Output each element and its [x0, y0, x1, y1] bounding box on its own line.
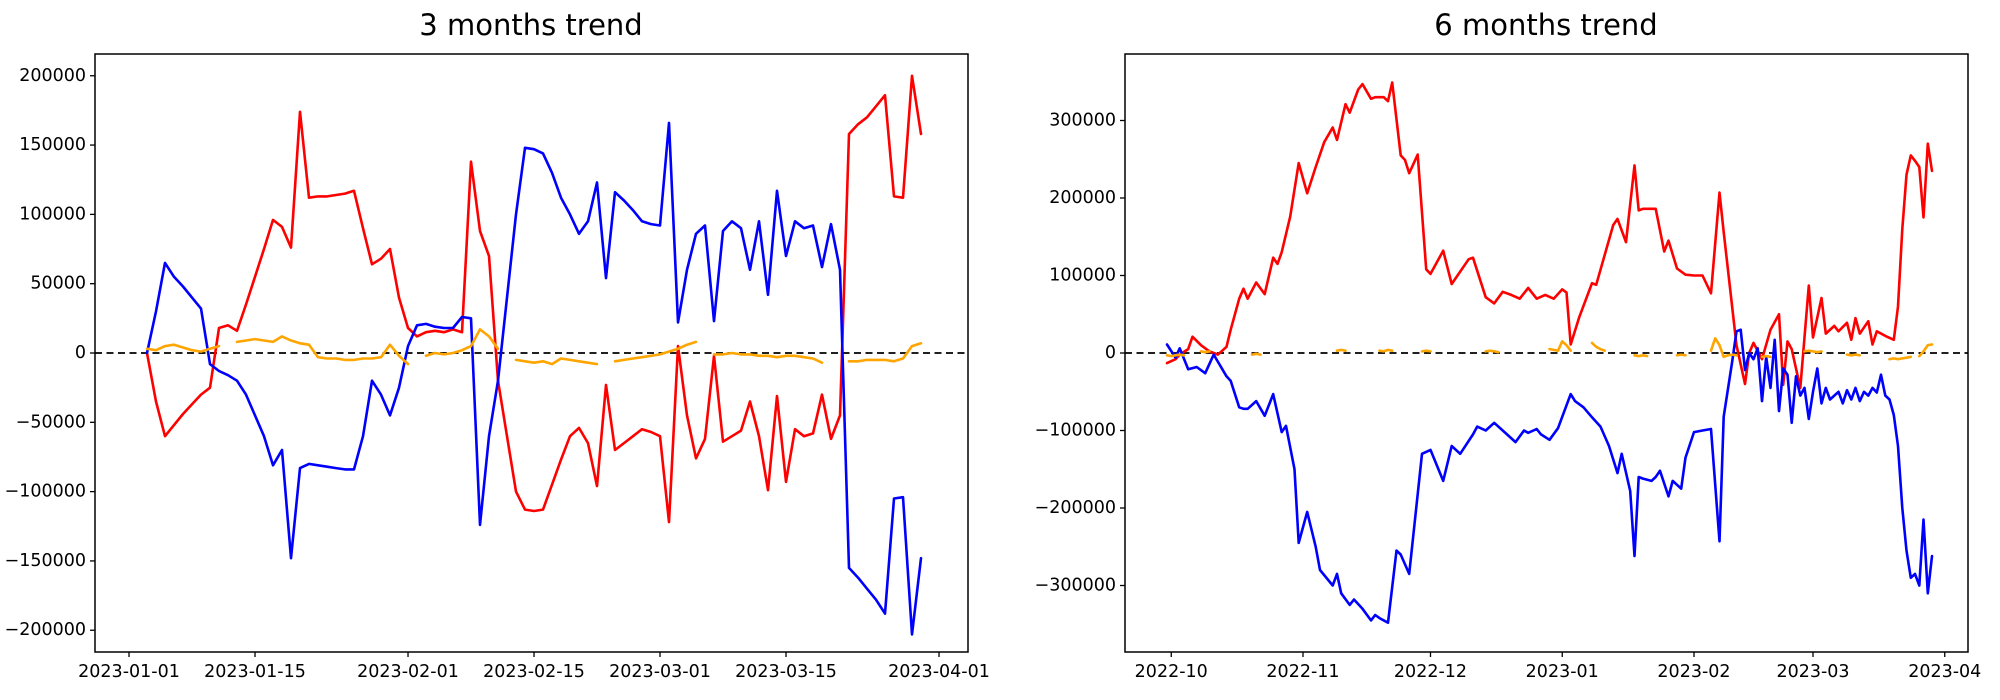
x-tick-label: 2023-04-01	[888, 662, 990, 682]
line-series-orange	[1165, 337, 1934, 361]
y-tick-label: 300000	[1049, 110, 1116, 130]
x-tick-label: 2023-02-01	[357, 662, 459, 682]
x-tick-label: 2022-10	[1135, 662, 1208, 682]
x-tick-label: 2022-12	[1394, 662, 1467, 682]
y-tick-label: 100000	[1049, 265, 1116, 285]
y-tick-label: 0	[1105, 343, 1116, 363]
x-tick-label: 2023-01	[1526, 662, 1599, 682]
x-tick-label: 2023-03-01	[609, 662, 711, 682]
line-series-blue	[145, 121, 923, 636]
y-tick-label: 100000	[19, 204, 86, 224]
line-series-red	[145, 74, 923, 524]
y-tick-label: −200000	[5, 620, 86, 640]
chart-title-3-months: 3 months trend	[419, 8, 643, 42]
chart-title-6-months: 6 months trend	[1434, 8, 1658, 42]
x-tick-label: 2023-02	[1657, 662, 1730, 682]
line-series-blue	[1165, 328, 1934, 624]
y-tick-label: −100000	[5, 482, 86, 502]
y-tick-label: −150000	[5, 551, 86, 571]
x-tick-label: 2023-03	[1776, 662, 1849, 682]
y-tick-label: −300000	[1035, 576, 1116, 596]
line-series-orange	[145, 328, 923, 366]
y-tick-label: −50000	[16, 412, 86, 432]
line-series-red	[1165, 81, 1934, 390]
x-tick-label: 2023-03-15	[735, 662, 837, 682]
plot-spines	[94, 53, 969, 653]
x-tick-label: 2023-04	[1908, 662, 1981, 682]
y-tick-label: −100000	[1035, 421, 1116, 441]
x-tick-label: 2023-02-15	[483, 662, 585, 682]
y-tick-label: 150000	[19, 135, 86, 155]
x-tick-label: 2023-01-15	[204, 662, 306, 682]
y-tick-label: 0	[75, 343, 86, 363]
y-tick-label: 200000	[1049, 188, 1116, 208]
y-tick-label: 50000	[30, 274, 86, 294]
y-tick-label: 200000	[19, 66, 86, 86]
x-tick-label: 2023-01-01	[78, 662, 180, 682]
plot-spines	[1124, 53, 1969, 653]
y-tick-label: −200000	[1035, 498, 1116, 518]
x-tick-label: 2022-11	[1266, 662, 1339, 682]
